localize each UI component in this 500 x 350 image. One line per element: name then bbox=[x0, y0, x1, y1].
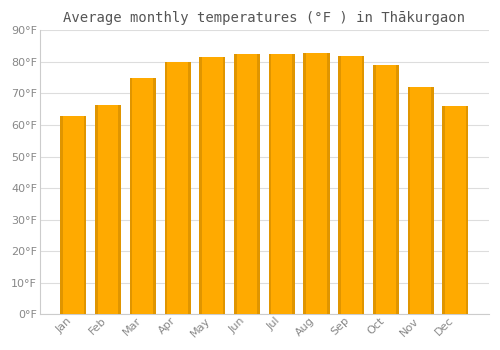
Bar bbox=[164, 62, 190, 314]
Bar bbox=[200, 57, 226, 314]
Bar bbox=[408, 87, 434, 314]
Bar bbox=[258, 54, 260, 314]
Bar bbox=[130, 78, 132, 314]
Bar bbox=[130, 78, 156, 314]
Bar bbox=[84, 116, 86, 314]
Bar bbox=[362, 56, 364, 314]
Bar bbox=[373, 65, 399, 314]
Bar bbox=[466, 106, 468, 314]
Bar bbox=[222, 57, 226, 314]
Bar bbox=[292, 54, 295, 314]
Bar bbox=[234, 54, 260, 314]
Bar bbox=[268, 54, 295, 314]
Bar bbox=[268, 54, 272, 314]
Bar bbox=[338, 56, 341, 314]
Bar bbox=[60, 116, 86, 314]
Bar bbox=[396, 65, 399, 314]
Bar bbox=[118, 105, 121, 314]
Bar bbox=[327, 52, 330, 314]
Bar bbox=[373, 65, 376, 314]
Bar bbox=[95, 105, 98, 314]
Bar bbox=[200, 57, 202, 314]
Bar bbox=[442, 106, 468, 314]
Bar bbox=[153, 78, 156, 314]
Bar bbox=[408, 87, 410, 314]
Bar bbox=[95, 105, 121, 314]
Bar bbox=[338, 56, 364, 314]
Title: Average monthly temperatures (°F ) in Thākurgaon: Average monthly temperatures (°F ) in Th… bbox=[64, 11, 466, 25]
Bar bbox=[304, 52, 306, 314]
Bar bbox=[164, 62, 167, 314]
Bar bbox=[431, 87, 434, 314]
Bar bbox=[304, 52, 330, 314]
Bar bbox=[60, 116, 63, 314]
Bar bbox=[188, 62, 190, 314]
Bar bbox=[234, 54, 236, 314]
Bar bbox=[442, 106, 445, 314]
